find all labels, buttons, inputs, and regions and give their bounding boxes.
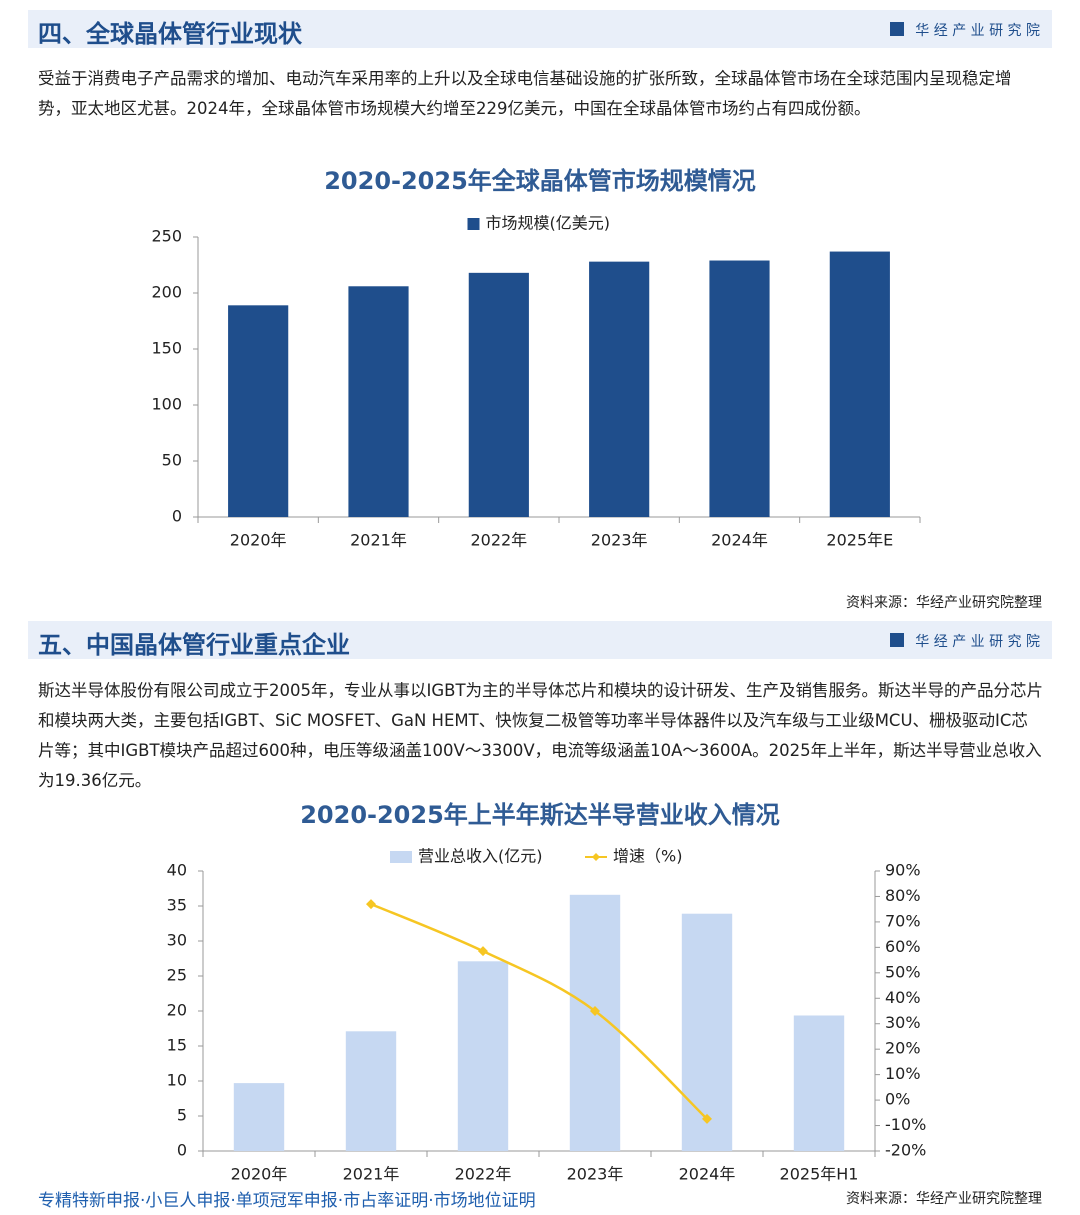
paragraph: 斯达半导体股份有限公司成立于2005年，专业从事以IGBT为主的半导体芯片和模块… bbox=[38, 681, 1044, 790]
y2-tick-label: -20% bbox=[885, 1141, 926, 1160]
x-tick-label: 2020年 bbox=[231, 1165, 288, 1184]
y-tick-label: 40 bbox=[167, 861, 187, 880]
bar bbox=[345, 1031, 397, 1151]
line-marker bbox=[478, 946, 488, 957]
x-tick-label: 2021年 bbox=[343, 1165, 400, 1184]
y2-tick-label: -10% bbox=[885, 1115, 926, 1134]
legend-label: 营业总收入(亿元) bbox=[418, 847, 543, 866]
x-tick-label: 2020年 bbox=[230, 531, 287, 550]
bar bbox=[829, 251, 890, 517]
y2-tick-label: 70% bbox=[885, 911, 921, 930]
source: 资料来源：华经产业研究院整理 bbox=[846, 1191, 1042, 1207]
legend-swatch bbox=[467, 218, 480, 230]
line bbox=[370, 902, 708, 1120]
legend-label: 市场规模(亿美元) bbox=[486, 214, 611, 233]
y-tick-label: 100 bbox=[151, 395, 182, 414]
line-marker bbox=[702, 1113, 712, 1124]
y-tick-label: 200 bbox=[151, 283, 182, 302]
line-marker bbox=[366, 899, 376, 910]
x-tick-label: 2024年 bbox=[679, 1165, 736, 1184]
legend-label: 增速（%) bbox=[613, 847, 682, 866]
x-tick-label: 2025年H1 bbox=[780, 1165, 859, 1184]
bar bbox=[569, 894, 621, 1151]
y2-tick-label: 80% bbox=[885, 886, 921, 905]
section-header: 四、全球晶体管行业现状 华 经 产 业 研 究 院 bbox=[28, 10, 1052, 48]
bar bbox=[348, 286, 409, 517]
x-tick-label: 2022年 bbox=[455, 1165, 512, 1184]
bar bbox=[457, 961, 509, 1151]
bar bbox=[589, 261, 650, 517]
section-header: 五、中国晶体管行业重点企业 华 经 产 业 研 究 院 bbox=[28, 621, 1052, 659]
line-marker bbox=[590, 1006, 600, 1016]
bar bbox=[468, 272, 529, 517]
y-tick-label: 50 bbox=[162, 451, 182, 470]
y2-tick-label: 60% bbox=[885, 937, 921, 956]
chart-title: 2020-2025年上半年斯达半导营业收入情况 bbox=[300, 801, 780, 829]
x-tick-label: 2024年 bbox=[711, 531, 768, 550]
bar bbox=[233, 1083, 285, 1151]
y-tick-label: 10 bbox=[167, 1071, 187, 1090]
footer: 专精特新申报·小巨人申报·单项冠军申报·市占率证明·市场地位证明 bbox=[38, 1191, 536, 1211]
y-tick-label: 250 bbox=[151, 227, 182, 246]
y2-tick-label: 50% bbox=[885, 962, 921, 981]
legend-marker bbox=[592, 853, 600, 861]
section-title: 五、中国晶体管行业重点企业 bbox=[38, 631, 350, 659]
brand-icon bbox=[890, 633, 904, 647]
y2-tick-label: 0% bbox=[885, 1090, 910, 1109]
brand: 华 经 产 业 研 究 院 bbox=[915, 634, 1040, 650]
bar bbox=[709, 260, 770, 517]
source: 资料来源：华经产业研究院整理 bbox=[846, 595, 1042, 611]
y-tick-label: 150 bbox=[151, 339, 182, 358]
y2-tick-label: 10% bbox=[885, 1064, 921, 1083]
legend-swatch bbox=[390, 851, 412, 863]
bar bbox=[228, 305, 289, 517]
brand-icon bbox=[890, 22, 904, 36]
chart: 2020-2025年上半年斯达半导营业收入情况 0 5 10 15 20 25 30 35 40 -… bbox=[167, 801, 927, 1184]
x-tick-label: 2023年 bbox=[567, 1165, 624, 1184]
y2-tick-label: 90% bbox=[885, 861, 921, 880]
brand: 华 经 产 业 研 究 院 bbox=[915, 23, 1040, 39]
y-tick-label: 0 bbox=[177, 1141, 187, 1160]
y-tick-label: 0 bbox=[172, 507, 182, 526]
x-tick-label: 2022年 bbox=[470, 531, 527, 550]
bar bbox=[681, 913, 733, 1151]
bar bbox=[793, 1015, 845, 1151]
chart: 2020-2025年全球晶体管市场规模情况 0 50 100 150 200 250 2020… bbox=[151, 167, 921, 550]
y2-tick-label: 20% bbox=[885, 1039, 921, 1058]
paragraph: 受益于消费电子产品需求的增加、电动汽车采用率的上升以及全球电信基础设施的扩张所致… bbox=[38, 69, 1012, 118]
x-tick-label: 2023年 bbox=[591, 531, 648, 550]
y2-tick-label: 30% bbox=[885, 1013, 921, 1032]
chart-title: 2020-2025年全球晶体管市场规模情况 bbox=[324, 167, 756, 195]
x-tick-label: 2021年 bbox=[350, 531, 407, 550]
section-title: 四、全球晶体管行业现状 bbox=[38, 20, 302, 48]
y-tick-label: 30 bbox=[167, 931, 187, 950]
y-tick-label: 25 bbox=[167, 966, 187, 985]
y-tick-label: 35 bbox=[167, 896, 187, 915]
y2-tick-label: 40% bbox=[885, 988, 921, 1007]
y-tick-label: 5 bbox=[177, 1106, 187, 1125]
x-tick-label: 2025年E bbox=[826, 531, 893, 550]
y-tick-label: 15 bbox=[167, 1036, 187, 1055]
y-tick-label: 20 bbox=[167, 1001, 187, 1020]
